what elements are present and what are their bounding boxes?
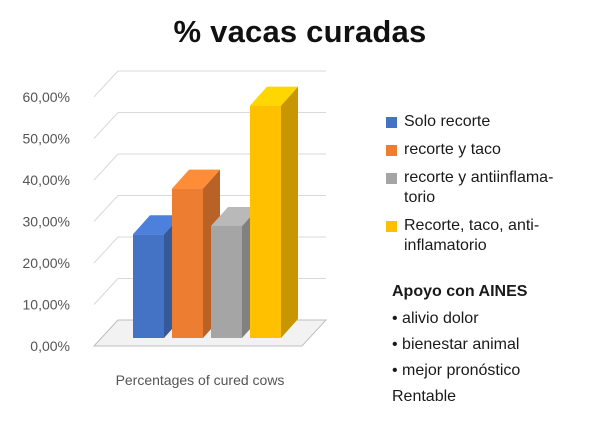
legend-item-recorte-y-antiinflamatorio: recorte y antiinflama- torio xyxy=(378,168,596,208)
legend-item-solo-recorte: Solo recorte xyxy=(378,112,596,132)
legend-item-recorte-y-taco: recorte y taco xyxy=(378,140,596,160)
bar-chart: 0,00% 10,00% 20,00% 30,00% 40,00% 50,00% 60,00… xyxy=(23,70,328,388)
legend-swatch xyxy=(386,117,397,128)
bar-top xyxy=(250,86,298,106)
y-tick-label: 0,00% xyxy=(30,338,70,354)
note-bullet: • mejor pronóstico xyxy=(392,362,521,379)
notes-footer: Rentable xyxy=(392,388,457,405)
legend-label-continued: torio xyxy=(404,189,436,206)
gridline-side xyxy=(93,153,119,181)
legend-label: recorte y taco xyxy=(404,141,501,158)
gridline-side xyxy=(93,278,119,305)
bar-top xyxy=(172,169,220,189)
gridline-side xyxy=(93,112,119,139)
legend-item-recorte-taco-antiinflamatorio: Recorte, taco, anti- inflamatorio xyxy=(378,216,596,256)
bar-top xyxy=(133,215,181,235)
bar-top xyxy=(211,206,259,226)
notes-heading: Apoyo con AINES xyxy=(392,283,528,300)
legend-swatch xyxy=(386,145,397,156)
bar xyxy=(250,105,281,338)
y-tick-label: 10,00% xyxy=(23,297,70,313)
note-bullet: • alivio dolor xyxy=(392,310,479,327)
bar xyxy=(172,188,203,338)
legend-label: Recorte, taco, anti- xyxy=(404,217,540,234)
legend-swatch xyxy=(386,221,397,232)
y-tick-label: 30,00% xyxy=(23,214,70,230)
legend-swatch xyxy=(386,173,397,184)
legend-label: recorte y antiinflama- xyxy=(404,169,554,186)
bar xyxy=(133,234,164,338)
x-category-label: Percentages of cured cows xyxy=(116,372,285,388)
legend: Solo recorte recorte y taco recorte y an… xyxy=(378,112,596,264)
gridline-side xyxy=(93,70,119,98)
gridline-side xyxy=(93,236,119,264)
y-tick-label: 50,00% xyxy=(23,131,70,147)
legend-label-continued: inflamatorio xyxy=(404,237,487,254)
y-tick-label: 40,00% xyxy=(23,172,70,188)
notes-panel: Apoyo con AINES • alivio dolor • bienest… xyxy=(392,283,597,406)
note-bullet: • bienestar animal xyxy=(392,336,520,353)
bar-side xyxy=(281,86,298,338)
y-tick-label: 20,00% xyxy=(23,255,70,271)
bar xyxy=(211,225,242,338)
chart-title: % vacas curadas xyxy=(173,14,427,49)
gridline-side xyxy=(93,195,119,222)
legend-label: Solo recorte xyxy=(404,113,491,130)
y-tick-label: 60,00% xyxy=(23,89,70,105)
